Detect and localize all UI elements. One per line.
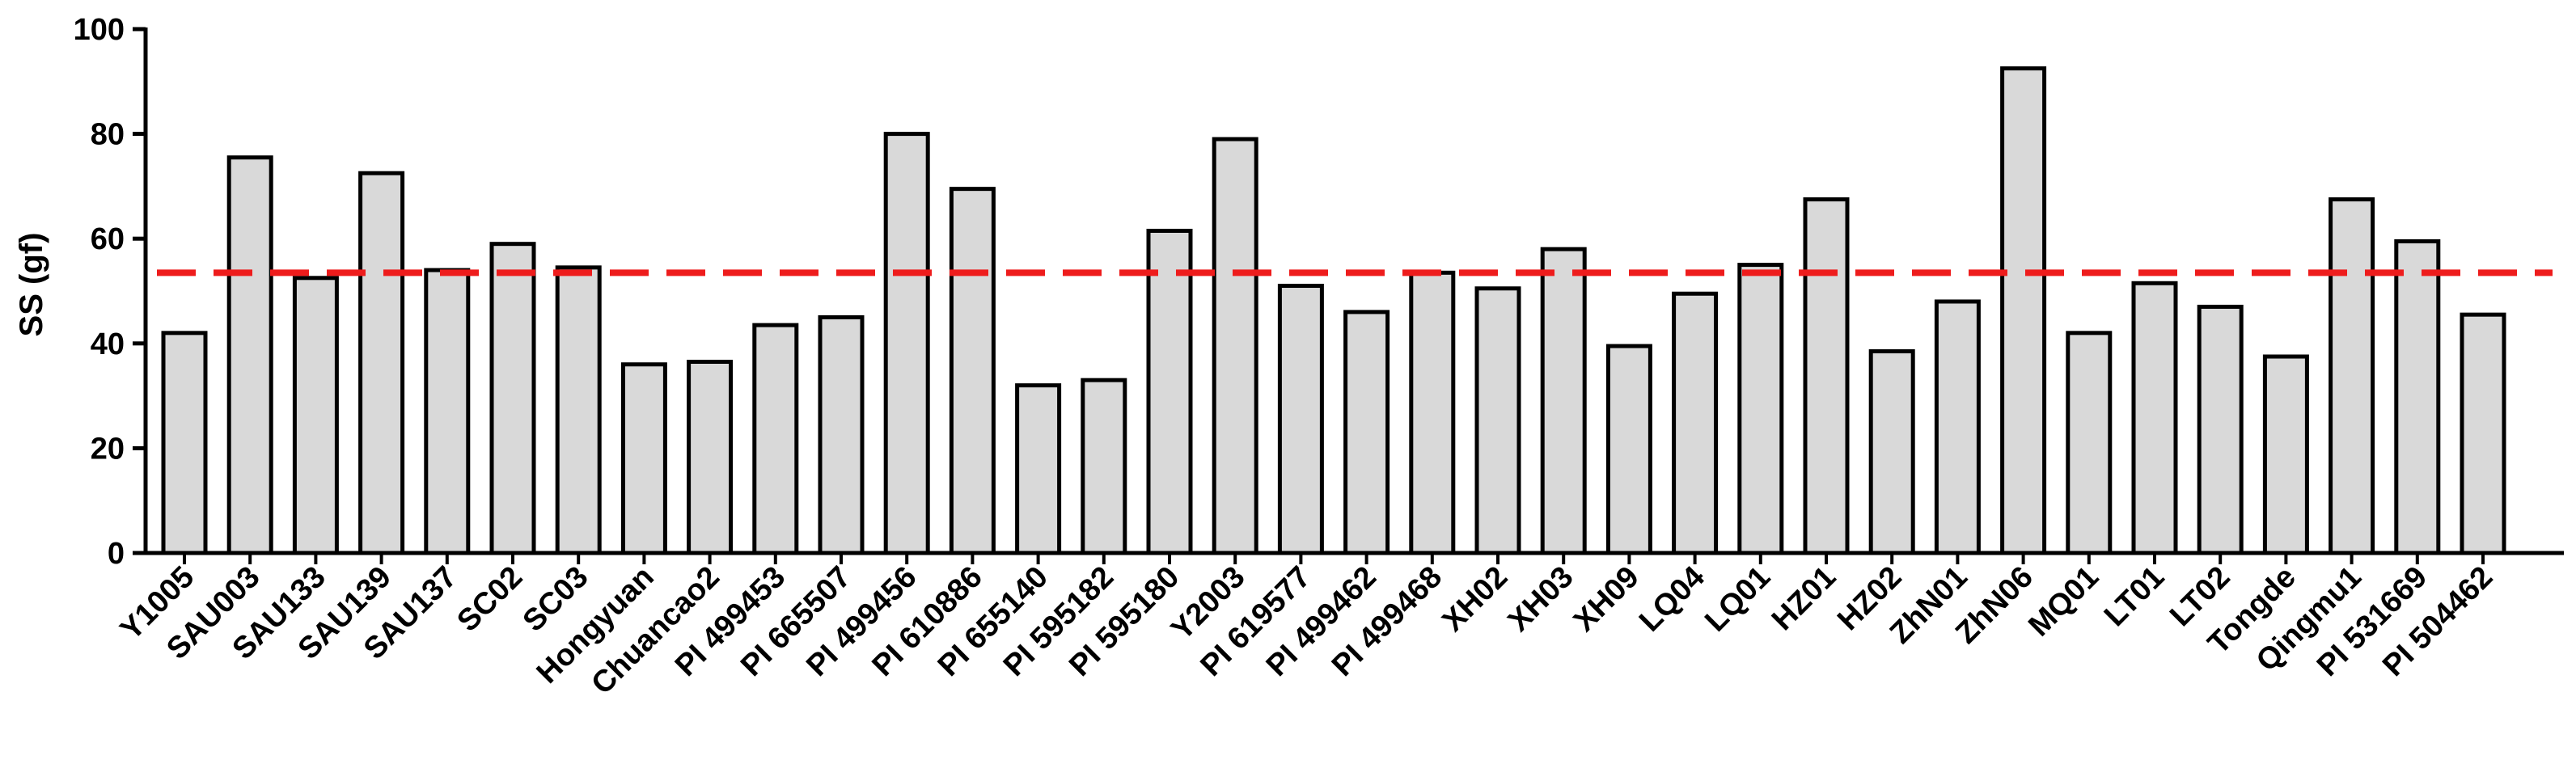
bar-mq01: [2066, 331, 2113, 555]
bar-lq01: [1737, 263, 1784, 555]
bar-hongyuan: [620, 362, 667, 555]
x-tick-label: XH02: [1436, 560, 1514, 639]
bar-pi-531669: [2394, 238, 2441, 555]
bar-pi-610886: [949, 187, 996, 555]
bar-sc02: [489, 242, 536, 555]
bar-sau133: [292, 276, 339, 555]
bar-sau139: [358, 171, 405, 555]
x-tick-label: XH03: [1502, 560, 1580, 639]
bar-pi-595180: [1146, 228, 1193, 555]
y-ticks-group: 0 20 40 60 80 100: [74, 13, 146, 571]
bar-y1005: [161, 331, 208, 555]
bar-xh02: [1474, 286, 1521, 555]
bar-pi-499456: [883, 132, 930, 555]
bar-hz02: [1868, 349, 1915, 555]
bar-hz01: [1803, 197, 1850, 555]
y-axis-title: SS (gf): [14, 233, 49, 337]
y-tick-label: 40: [91, 327, 125, 361]
x-labels-group: Y1005SAU003SAU133SAU139SAU137SC02SC03Hon…: [114, 560, 2499, 702]
bar-lt01: [2131, 281, 2178, 555]
x-tick-label: HZ01: [1766, 560, 1842, 637]
bar-pi-499462: [1343, 310, 1390, 555]
bar-xh03: [1540, 247, 1587, 555]
bar-pi-665507: [818, 314, 865, 555]
bar-pi-619577: [1277, 284, 1324, 555]
bar-pi-504462: [2460, 312, 2506, 555]
bar-pi-499468: [1409, 270, 1456, 555]
y-tick-label: 80: [91, 118, 125, 152]
y-tick-label: 100: [74, 13, 125, 47]
bar-chuancao2: [687, 359, 734, 555]
y-tick-label: 20: [91, 432, 125, 466]
y-tick-label: 60: [91, 222, 125, 256]
x-tick-label: LQ04: [1633, 560, 1711, 639]
bar-qingmu1: [2329, 197, 2375, 555]
bar-pi-655140: [1015, 383, 1062, 555]
bar-xh09: [1605, 344, 1652, 555]
bar-zhn01: [1934, 299, 1981, 555]
bar-lq04: [1672, 291, 1719, 555]
x-tick-label: XH09: [1567, 560, 1646, 639]
bar-sc03: [555, 265, 602, 555]
bars-group: [161, 66, 2506, 555]
bar-pi-499453: [752, 323, 799, 555]
y-tick-label: 0: [108, 537, 125, 571]
bar-lt02: [2197, 304, 2244, 555]
x-tick-label: SC02: [450, 560, 529, 639]
bar-sau003: [226, 155, 273, 555]
axes-group: [143, 27, 2564, 564]
bar-y2003: [1212, 137, 1258, 555]
bar-sau137: [424, 268, 471, 555]
bar-tongde: [2262, 354, 2309, 555]
x-tick-label: MQ01: [2022, 560, 2105, 644]
bar-pi-595182: [1081, 378, 1127, 555]
bar-zhn06: [2000, 66, 2047, 555]
x-tick-label: LT01: [2098, 560, 2171, 633]
x-tick-label: LQ01: [1698, 560, 1777, 639]
